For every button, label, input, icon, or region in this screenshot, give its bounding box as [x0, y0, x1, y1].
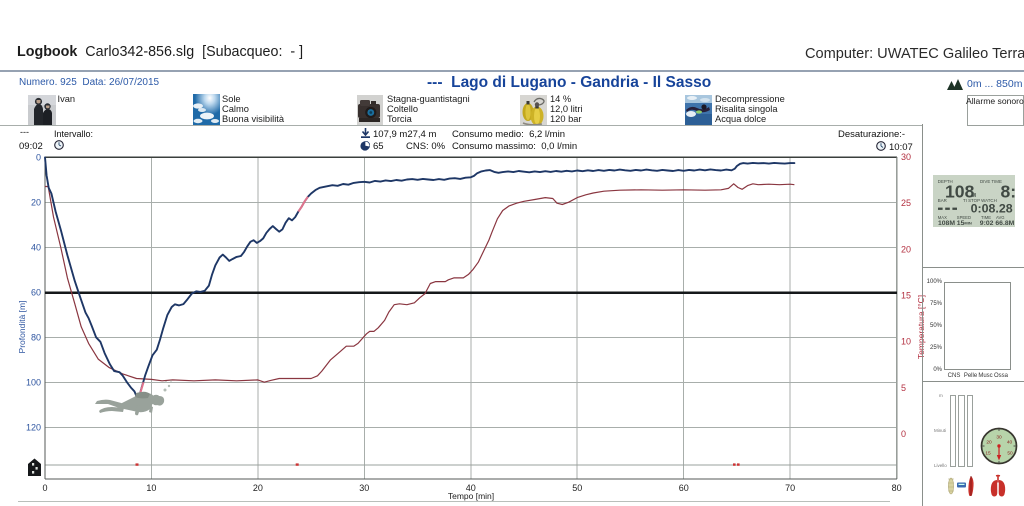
svg-text:MIN: MIN — [964, 220, 971, 225]
svg-text:9:02: 9:02 — [980, 219, 994, 226]
svg-text:TI STOP WATCH: TI STOP WATCH — [963, 198, 997, 203]
svg-text:66.8M: 66.8M — [995, 219, 1014, 226]
svg-text:Tempo [min]: Tempo [min] — [448, 491, 494, 501]
svg-text:0: 0 — [42, 483, 47, 493]
svg-text:70: 70 — [785, 483, 795, 493]
svg-text:5: 5 — [901, 383, 906, 393]
svg-text:80: 80 — [892, 483, 902, 493]
svg-text:50: 50 — [1007, 451, 1013, 457]
svg-text:Temperatura [°C]: Temperatura [°C] — [916, 295, 926, 359]
svg-text:40: 40 — [466, 483, 476, 493]
svg-text:DIVE TIME: DIVE TIME — [980, 179, 1002, 184]
svg-text:60: 60 — [31, 287, 41, 297]
svg-text:108: 108 — [945, 181, 975, 201]
svg-text:10: 10 — [146, 483, 156, 493]
svg-text:100: 100 — [26, 377, 41, 387]
svg-text:0:08.28: 0:08.28 — [971, 201, 1013, 215]
svg-text:60: 60 — [679, 483, 689, 493]
svg-text:AVG: AVG — [996, 214, 1005, 219]
svg-text:15: 15 — [985, 451, 991, 457]
svg-text:120: 120 — [26, 422, 41, 432]
svg-text:DEPTH: DEPTH — [938, 179, 953, 184]
svg-text:0: 0 — [36, 153, 41, 163]
svg-text:50: 50 — [572, 483, 582, 493]
svg-text:80: 80 — [31, 332, 41, 342]
svg-text:30: 30 — [996, 435, 1002, 441]
svg-text:8:: 8: — [1001, 181, 1016, 201]
svg-text:0: 0 — [901, 429, 906, 439]
svg-text:15: 15 — [901, 291, 911, 301]
svg-text:15: 15 — [957, 219, 965, 226]
svg-text:MAX: MAX — [938, 214, 947, 219]
svg-text:20: 20 — [901, 244, 911, 254]
svg-text:20: 20 — [31, 198, 41, 208]
svg-text:TIME: TIME — [981, 214, 991, 219]
svg-text:Profondità [m]: Profondità [m] — [17, 301, 27, 354]
svg-text:30: 30 — [901, 152, 911, 162]
svg-text:25: 25 — [901, 198, 911, 208]
svg-text:SPEED: SPEED — [957, 214, 971, 219]
svg-text:40: 40 — [1007, 440, 1013, 446]
svg-text:20: 20 — [986, 440, 992, 446]
svg-text:M: M — [972, 192, 976, 198]
svg-text:108M: 108M — [938, 219, 955, 226]
svg-text:30: 30 — [359, 483, 369, 493]
svg-text:10: 10 — [901, 337, 911, 347]
svg-text:40: 40 — [31, 242, 41, 252]
svg-text:20: 20 — [253, 483, 263, 493]
svg-text:BAR: BAR — [938, 198, 947, 203]
